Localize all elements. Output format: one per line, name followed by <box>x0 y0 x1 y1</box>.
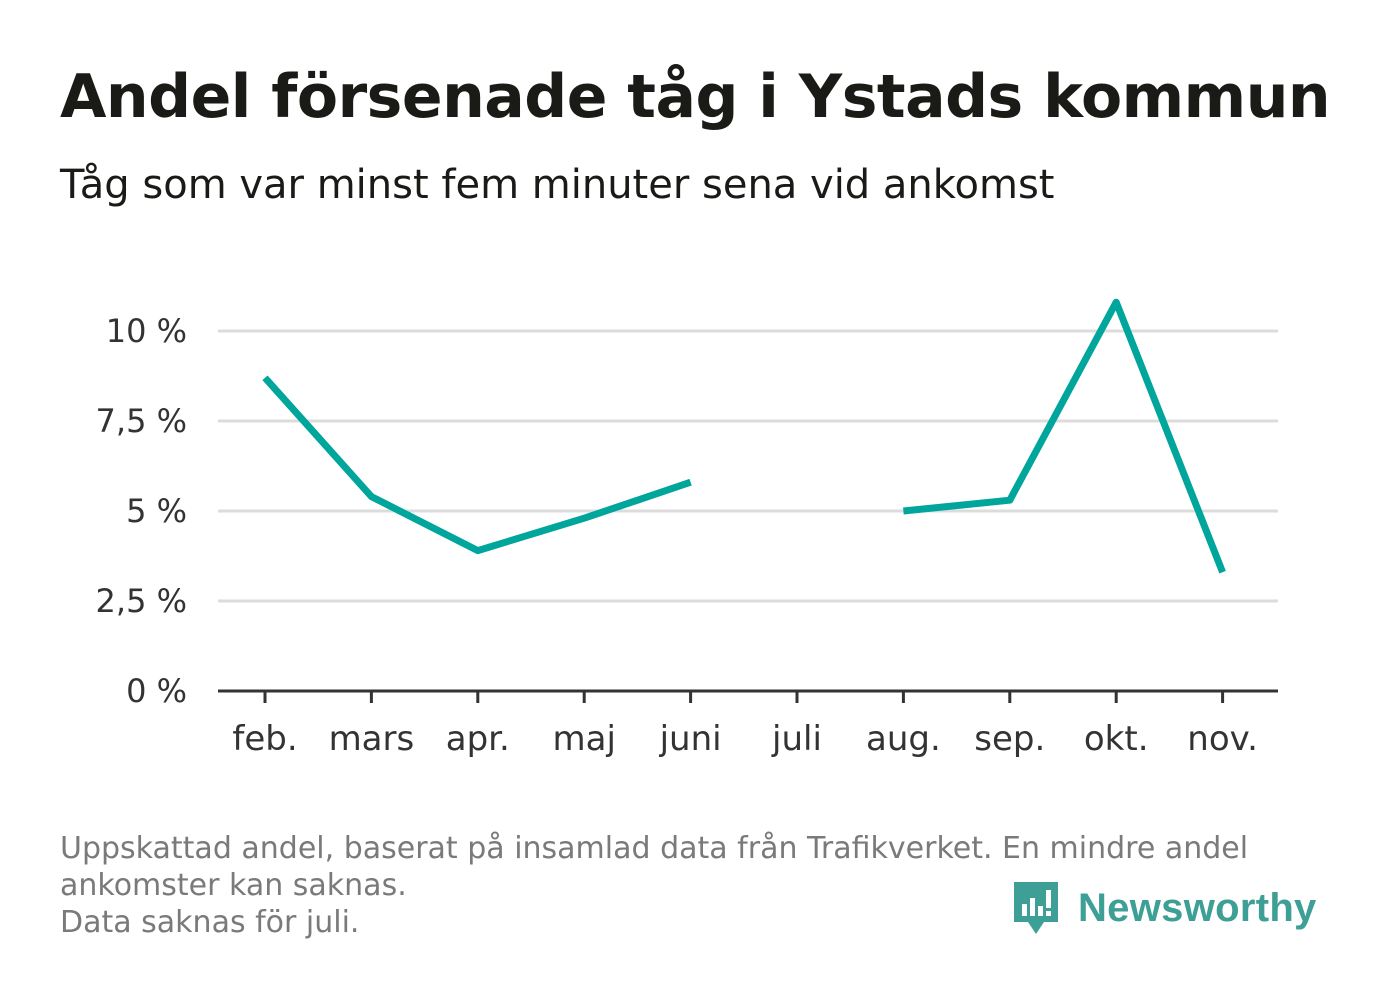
y-tick-label: 7,5 % <box>96 402 187 440</box>
y-tick-label: 2,5 % <box>96 582 187 620</box>
brand-name: Newsworthy <box>1078 885 1317 930</box>
brand: Newsworthy <box>1010 878 1317 938</box>
x-tick-label: sep. <box>974 719 1045 759</box>
x-tick-label: feb. <box>232 719 297 759</box>
x-tick-label: okt. <box>1084 719 1149 759</box>
x-tick-label: mars <box>329 719 415 759</box>
footnote: Uppskattad andel, baserat på insamlad da… <box>60 830 1320 941</box>
x-tick-label: aug. <box>866 719 941 759</box>
newsworthy-logo-icon <box>1014 882 1058 934</box>
chart-title: Andel försenade tåg i Ystads kommun <box>60 62 1331 132</box>
chart-subtitle: Tåg som var minst fem minuter sena vid a… <box>60 162 1055 208</box>
x-tick-label: juli <box>771 719 822 759</box>
x-tick-label: apr. <box>446 719 510 759</box>
footnote-line-1: Uppskattad andel, baserat på insamlad da… <box>60 831 1249 866</box>
footnote-line-2: ankomster kan saknas. <box>60 868 407 903</box>
y-tick-label: 5 % <box>126 492 187 530</box>
footnote-line-3: Data saknas för juli. <box>60 905 360 940</box>
y-tick-label: 10 % <box>106 312 187 350</box>
x-tick-label: nov. <box>1187 719 1258 759</box>
x-tick-label: maj <box>552 719 615 759</box>
line-chart: 0 % 2,5 % 5 % 7,5 % 10 % feb. mars apr. maj juni j… <box>96 298 1278 759</box>
x-tick-label: juni <box>659 719 722 759</box>
series-line <box>903 298 1226 574</box>
series-line <box>262 375 692 555</box>
y-tick-label: 0 % <box>126 672 187 710</box>
